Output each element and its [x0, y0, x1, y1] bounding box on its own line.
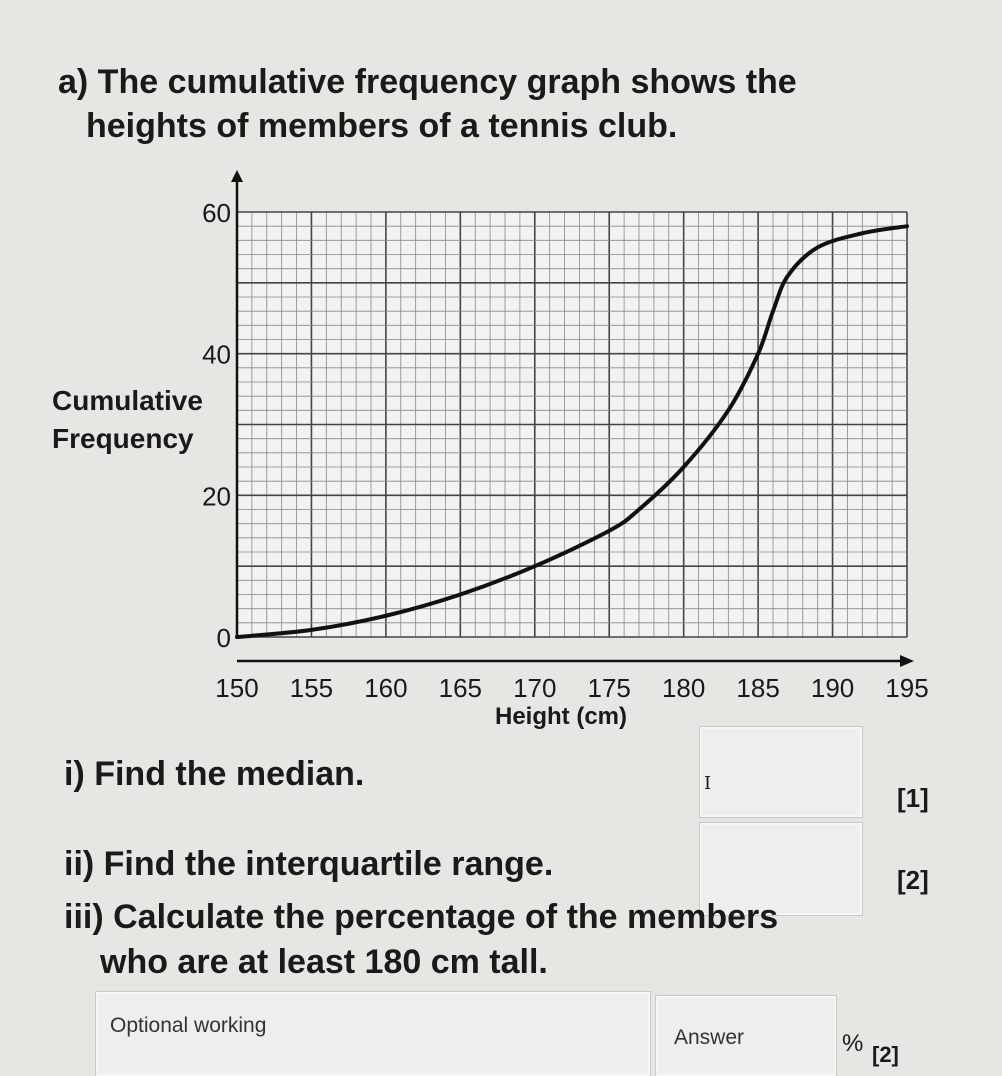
x-axis-label: Height (cm) — [495, 703, 627, 730]
part-i-marks: [1] — [897, 783, 929, 813]
x-tick-label: 180 — [662, 673, 705, 703]
y-axis-label: Cumulative Frequency — [52, 385, 203, 454]
part-iii-text-line2: who are at least 180 cm tall. — [100, 943, 548, 981]
x-tick-label: 195 — [885, 673, 928, 703]
answer-label: Answer — [674, 1026, 745, 1049]
iqr-answer-input[interactable] — [700, 823, 862, 915]
optional-working-textarea[interactable]: Optional working — [96, 992, 650, 1076]
working-placeholder: Optional working — [110, 1014, 267, 1037]
y-tick-label: 60 — [202, 198, 231, 228]
text-cursor-icon: I — [704, 773, 712, 794]
cumulative-frequency-curve — [235, 224, 909, 639]
x-tick-label: 185 — [736, 673, 779, 703]
part-ii-marks: [2] — [897, 865, 929, 895]
x-tick-label: 170 — [513, 673, 556, 703]
x-tick-label: 150 — [215, 673, 258, 703]
y-tick-label: 20 — [202, 481, 231, 511]
question-intro-line1: a) The cumulative frequency graph shows … — [58, 63, 797, 101]
x-tick-label: 175 — [588, 673, 631, 703]
y-tick-label: 0 — [217, 623, 231, 653]
x-tick-label: 160 — [364, 673, 407, 703]
question-intro-line2: heights of members of a tennis club. — [86, 107, 678, 145]
part-iii-text-line1: iii) Calculate the percentage of the mem… — [64, 898, 779, 936]
y-axis-arrow-icon — [231, 170, 243, 182]
part-ii-text: ii) Find the interquartile range. — [64, 845, 554, 883]
y-tick-label: 40 — [202, 340, 231, 370]
part-iii-marks: [2] — [872, 1042, 899, 1067]
cumulative-frequency-chart: 150 155 160 165 170 175 180 185 190 195 0 20 40 60 — [202, 170, 929, 703]
x-axis-arrow-icon — [900, 655, 914, 667]
x-tick-label: 165 — [439, 673, 482, 703]
x-tick-label: 155 — [290, 673, 333, 703]
percentage-answer-input[interactable]: Answer — [656, 996, 836, 1076]
x-tick-label: 190 — [811, 673, 854, 703]
median-answer-input[interactable]: I — [700, 727, 862, 817]
part-i-text: i) Find the median. — [64, 755, 365, 793]
percent-unit: % — [842, 1030, 864, 1057]
